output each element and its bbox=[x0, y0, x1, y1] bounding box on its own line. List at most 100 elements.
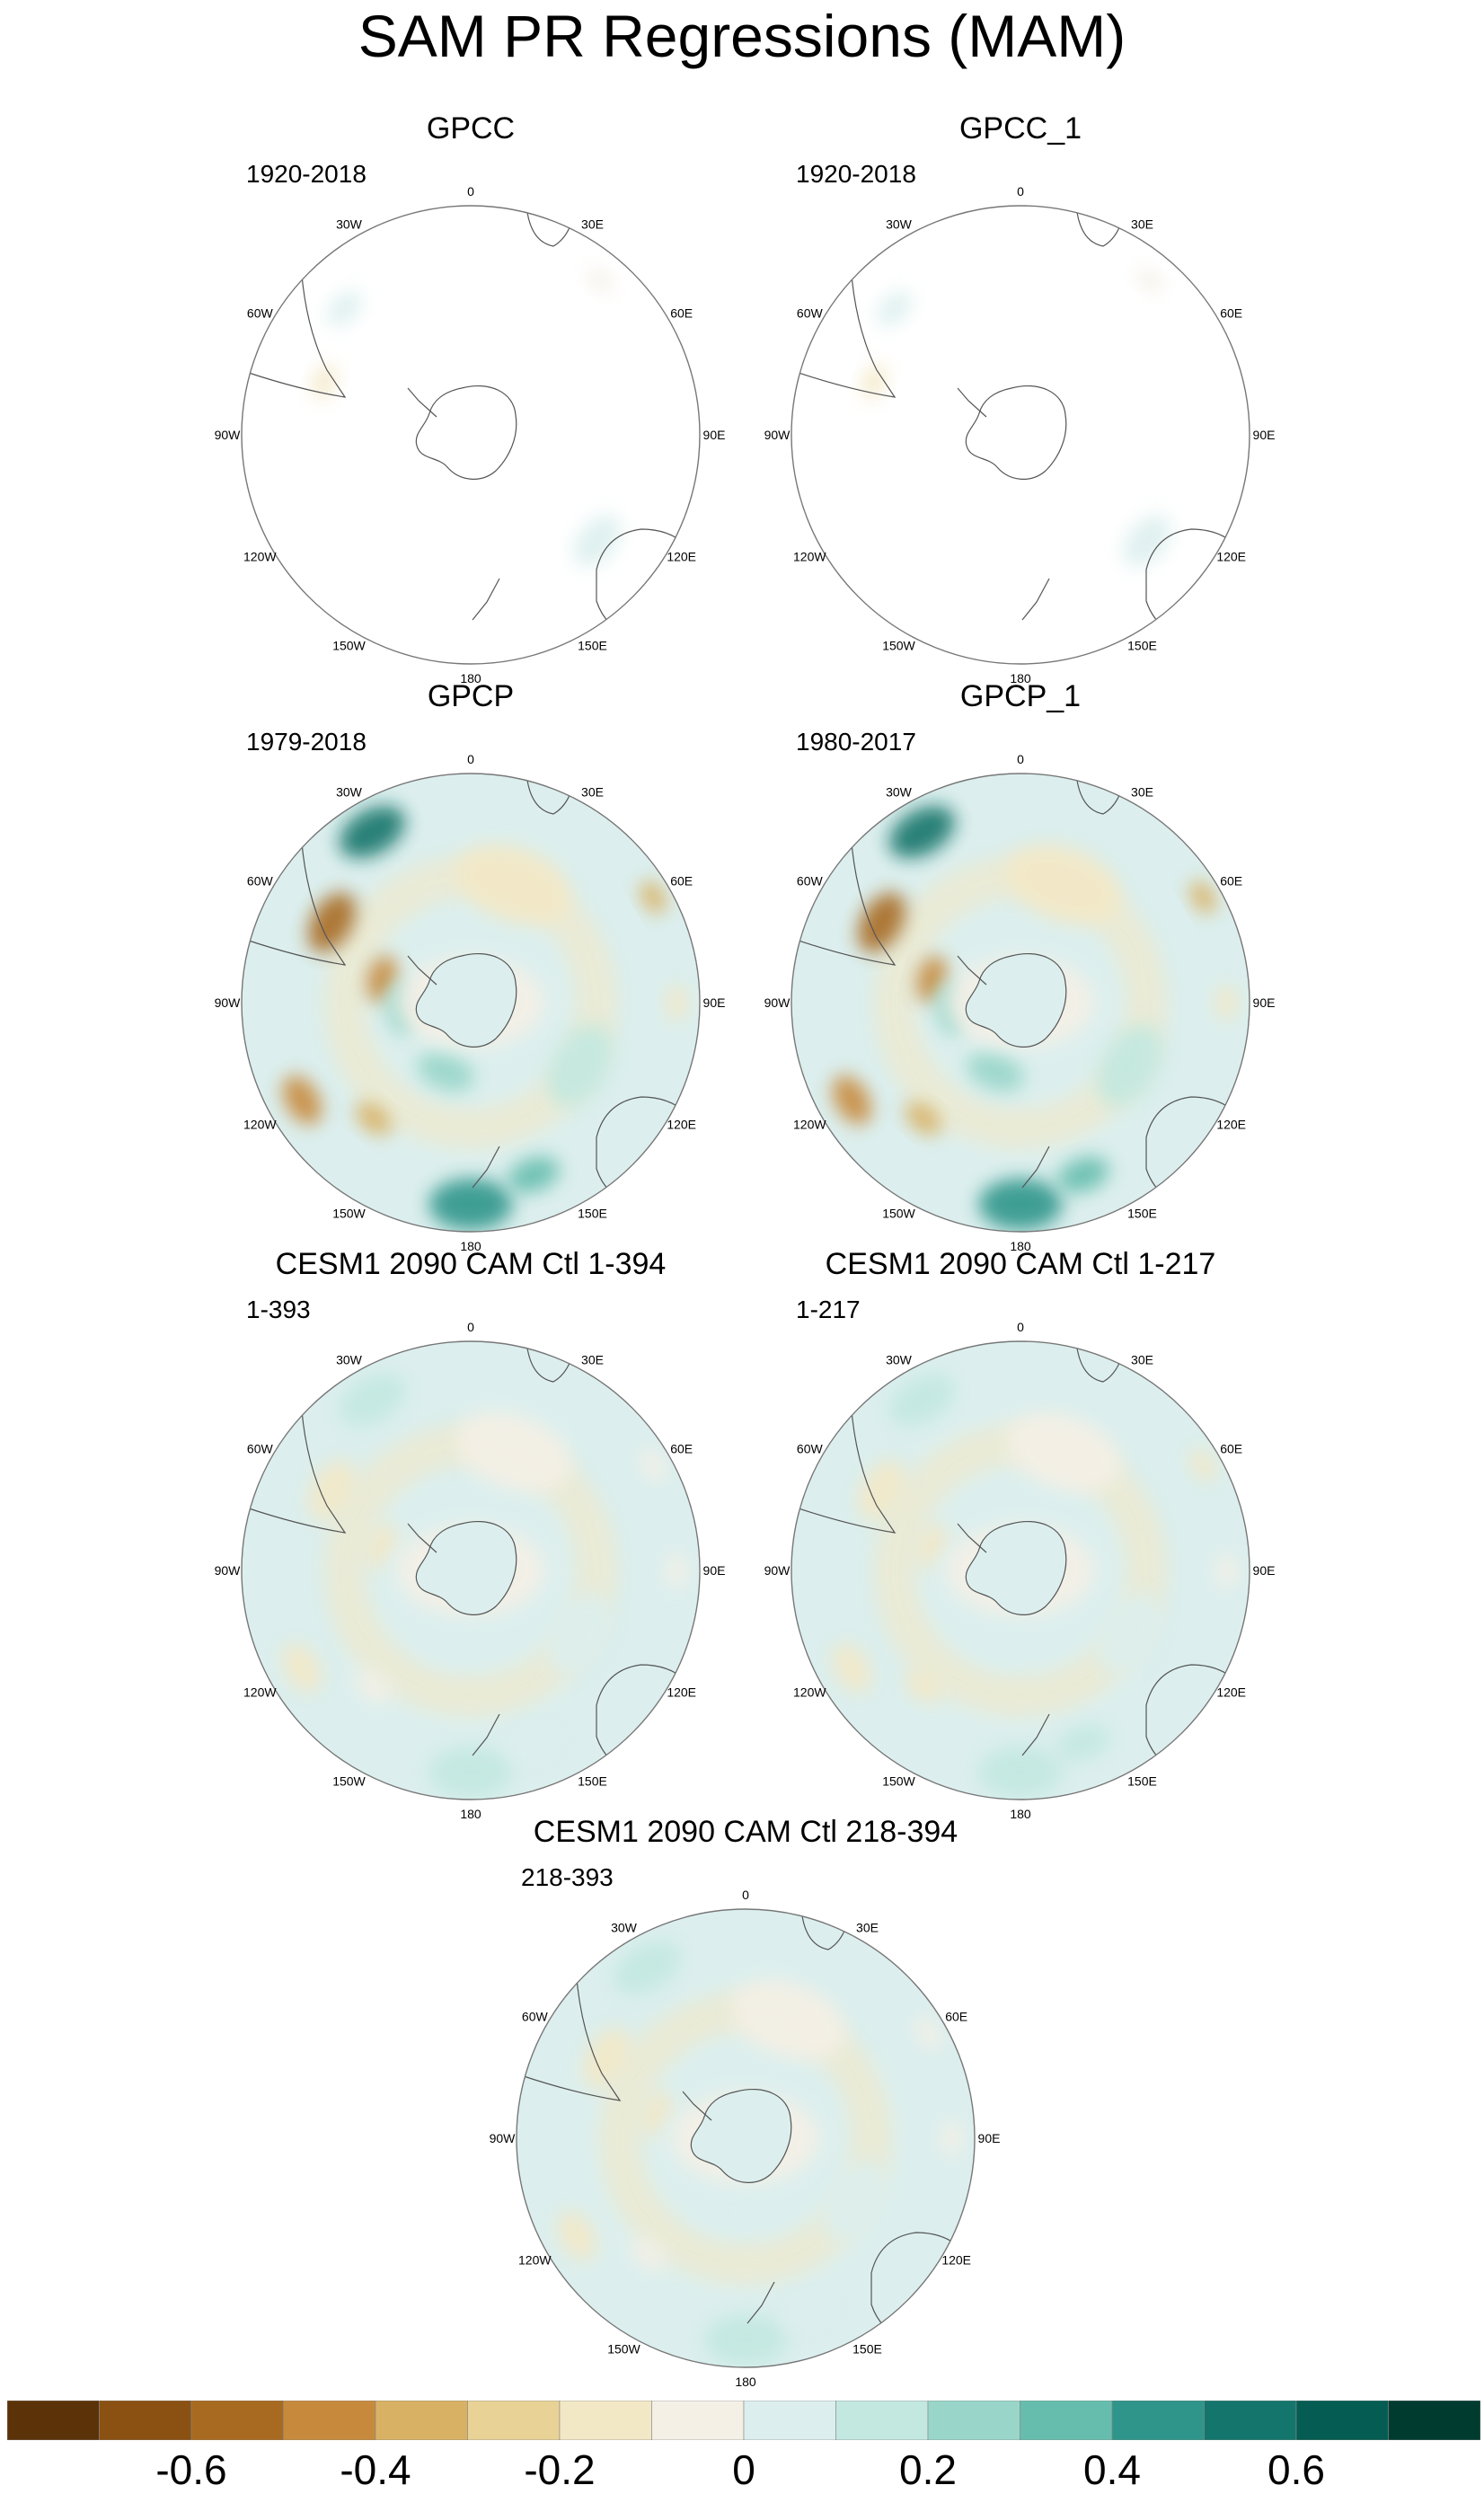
longitude-label: 90W bbox=[215, 1563, 242, 1578]
longitude-label: 30W bbox=[611, 1920, 638, 1934]
longitude-label: 180 bbox=[1010, 1239, 1031, 1253]
polar-map: 0 30E 60E 90E 120E 150E 180 150W 120W 90W 60W 30W bbox=[215, 1320, 726, 1821]
polar-map: 0 30E 60E 90E 120E 150E 180 150W 120W 90W 60W 30W bbox=[215, 752, 726, 1253]
field-layer bbox=[791, 774, 1250, 1232]
colorbar-swatch bbox=[283, 2401, 376, 2440]
polar-map: 0 30E 60E 90E 120E 150E 180 150W 120W 90W 60W 30W bbox=[490, 1888, 1001, 2389]
antarctica-outline bbox=[415, 952, 517, 1048]
polar-map: 0 30E 60E 90E 120E 150E 180 150W 120W 90W 60W 30W bbox=[215, 184, 726, 685]
longitude-label: 120W bbox=[243, 1685, 277, 1700]
longitude-label: 30E bbox=[1131, 1352, 1153, 1366]
antarctica-outline bbox=[415, 385, 517, 480]
anomaly-blob bbox=[666, 1552, 688, 1588]
panel-period: 1980-2017 bbox=[796, 728, 916, 756]
anomaly-blob bbox=[703, 2313, 788, 2366]
colorbar-tick-label: -0.6 bbox=[155, 2446, 227, 2493]
anomaly-blob bbox=[1215, 1552, 1238, 1588]
antarctica-outline bbox=[965, 1520, 1067, 1615]
longitude-label: 180 bbox=[735, 2375, 756, 2389]
colorbar-swatch bbox=[559, 2401, 652, 2440]
field-layer bbox=[791, 206, 1250, 664]
longitude-label: 30E bbox=[581, 784, 604, 799]
anomaly-blob bbox=[640, 880, 667, 914]
anomaly-blob bbox=[1097, 1592, 1162, 1675]
anomaly-blob bbox=[307, 1460, 357, 1521]
field-layer bbox=[242, 206, 700, 664]
anomaly-blob bbox=[822, 2160, 888, 2242]
colorbar-tick-label: 0.2 bbox=[899, 2446, 957, 2493]
longitude-label: 150W bbox=[332, 1207, 366, 1221]
longitude-label: 30E bbox=[1131, 217, 1153, 231]
new-zealand-outline bbox=[1021, 1713, 1050, 1756]
anomaly-blob bbox=[967, 1619, 1025, 1659]
south-america-outline bbox=[245, 234, 347, 398]
anomaly-blob bbox=[547, 1024, 613, 1107]
longitude-label: 180 bbox=[460, 1239, 481, 1253]
antarctica-outline bbox=[415, 1520, 517, 1615]
anomaly-blob bbox=[417, 1619, 475, 1659]
peninsula-outline bbox=[957, 387, 987, 418]
south-america-outline bbox=[245, 1370, 347, 1534]
longitude-label: 120W bbox=[793, 1118, 826, 1132]
longitude-label: 60E bbox=[945, 2010, 967, 2024]
colorbar-swatch bbox=[375, 2401, 468, 2440]
anomaly-blob bbox=[640, 1448, 667, 1481]
anomaly-blob bbox=[557, 2210, 597, 2260]
longitude-label: 0 bbox=[467, 184, 474, 199]
colorbar-swatch bbox=[743, 2401, 836, 2440]
south-america-outline bbox=[795, 1370, 897, 1534]
longitude-label: 120W bbox=[793, 550, 826, 564]
anomaly-blob bbox=[888, 806, 955, 859]
new-zealand-outline bbox=[472, 578, 500, 621]
anomaly-blob bbox=[582, 2028, 632, 2089]
longitude-label: 30W bbox=[336, 1352, 363, 1366]
map-panel-cesm1-ctl-1-394: 0 30E 60E 90E 120E 150E 180 150W 120W 90W 60W 30W C… bbox=[192, 1247, 749, 1822]
new-zealand-outline bbox=[472, 1713, 500, 1756]
anomaly-blob bbox=[1006, 844, 1121, 924]
longitude-label: 150E bbox=[1127, 1774, 1157, 1789]
anomaly-blob bbox=[1189, 1448, 1216, 1481]
map-panel-gpcc: 0 30E 60E 90E 120E 150E 180 150W 120W 90W 60W 30W G… bbox=[192, 111, 749, 686]
longitude-label: 60E bbox=[1220, 306, 1242, 321]
anomaly-blob bbox=[1215, 985, 1238, 1021]
anomaly-blob bbox=[666, 985, 688, 1021]
longitude-label: 0 bbox=[467, 752, 474, 766]
anomaly-blob bbox=[307, 892, 357, 953]
longitude-label: 180 bbox=[460, 1807, 481, 1821]
anomaly-blob bbox=[327, 291, 362, 326]
longitude-label: 120E bbox=[1216, 1685, 1246, 1700]
south-america-outline bbox=[795, 234, 897, 398]
colorbar-swatch bbox=[927, 2401, 1020, 2440]
anomaly-blob bbox=[1123, 515, 1171, 567]
map-boundary bbox=[516, 1908, 976, 2368]
longitude-label: 90W bbox=[215, 995, 242, 1010]
anomaly-blob bbox=[355, 1669, 392, 1703]
anomaly-blob bbox=[941, 2120, 963, 2156]
field-layer bbox=[242, 774, 700, 1232]
longitude-label: 120E bbox=[667, 1118, 696, 1132]
longitude-label: 30E bbox=[1131, 784, 1153, 799]
anomaly-blob bbox=[428, 1178, 513, 1230]
panel-title: CESM1 2090 CAM Ctl 1-394 bbox=[275, 1247, 667, 1281]
anomaly-blob bbox=[456, 844, 571, 924]
longitude-label: 150E bbox=[1127, 639, 1157, 653]
anomaly-blob bbox=[508, 1156, 560, 1193]
colorbar-tick-label: 0.4 bbox=[1083, 2446, 1141, 2493]
longitude-label: 90E bbox=[703, 428, 726, 442]
field-layer bbox=[791, 1341, 1250, 1800]
panel-title: GPCC_1 bbox=[958, 111, 1082, 146]
longitude-label: 120E bbox=[667, 1685, 696, 1700]
anomaly-blob bbox=[1006, 1411, 1121, 1492]
longitude-label: 150E bbox=[852, 2342, 882, 2357]
anomaly-blob bbox=[905, 1669, 941, 1703]
panel-period: 1920-2018 bbox=[796, 160, 916, 188]
panel-title: CESM1 2090 CAM Ctl 218-394 bbox=[533, 1815, 958, 1849]
panel-title: GPCP_1 bbox=[959, 679, 1082, 713]
polar-map: 0 30E 60E 90E 120E 150E 180 150W 120W 90W 60W 30W bbox=[764, 752, 1276, 1253]
colorbar-swatch bbox=[651, 2401, 745, 2440]
anomaly-blob bbox=[861, 364, 887, 399]
antarctica-outline bbox=[965, 385, 1067, 480]
longitude-label: 150W bbox=[607, 2342, 640, 2357]
longitude-label: 60W bbox=[247, 874, 274, 889]
longitude-label: 60E bbox=[670, 1442, 693, 1456]
